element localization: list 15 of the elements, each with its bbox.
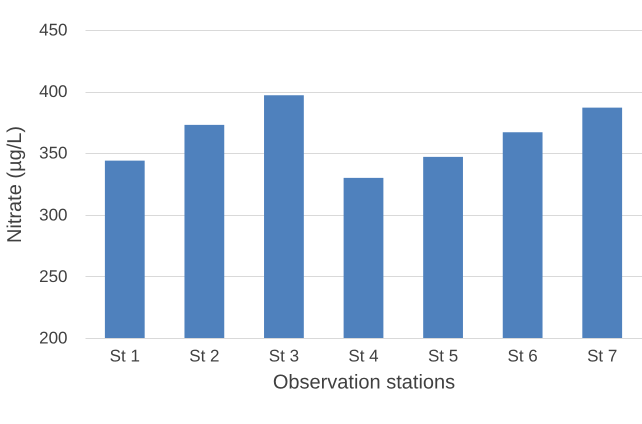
y-tick-label: 200	[39, 328, 68, 348]
x-axis-title: Observation stations	[272, 372, 456, 394]
y-tick-label: 350	[39, 144, 68, 163]
y-tick-label: 300	[39, 205, 68, 224]
x-tick-label: St 2	[189, 346, 220, 366]
x-tick-label: St 1	[110, 346, 140, 366]
x-tick-label: St 4	[348, 346, 379, 366]
y-tick-label: 400	[39, 82, 68, 102]
y-tick-label: 250	[39, 266, 68, 286]
y-axis-title: Nitrate (µg/L)	[4, 126, 26, 244]
x-tick-label: St 3	[268, 346, 300, 366]
x-tick-label: St 6	[508, 346, 538, 366]
x-tick-label: St 5	[428, 346, 458, 366]
y-tick-label: 450	[39, 20, 68, 40]
x-tick-label: St 7	[587, 346, 618, 366]
